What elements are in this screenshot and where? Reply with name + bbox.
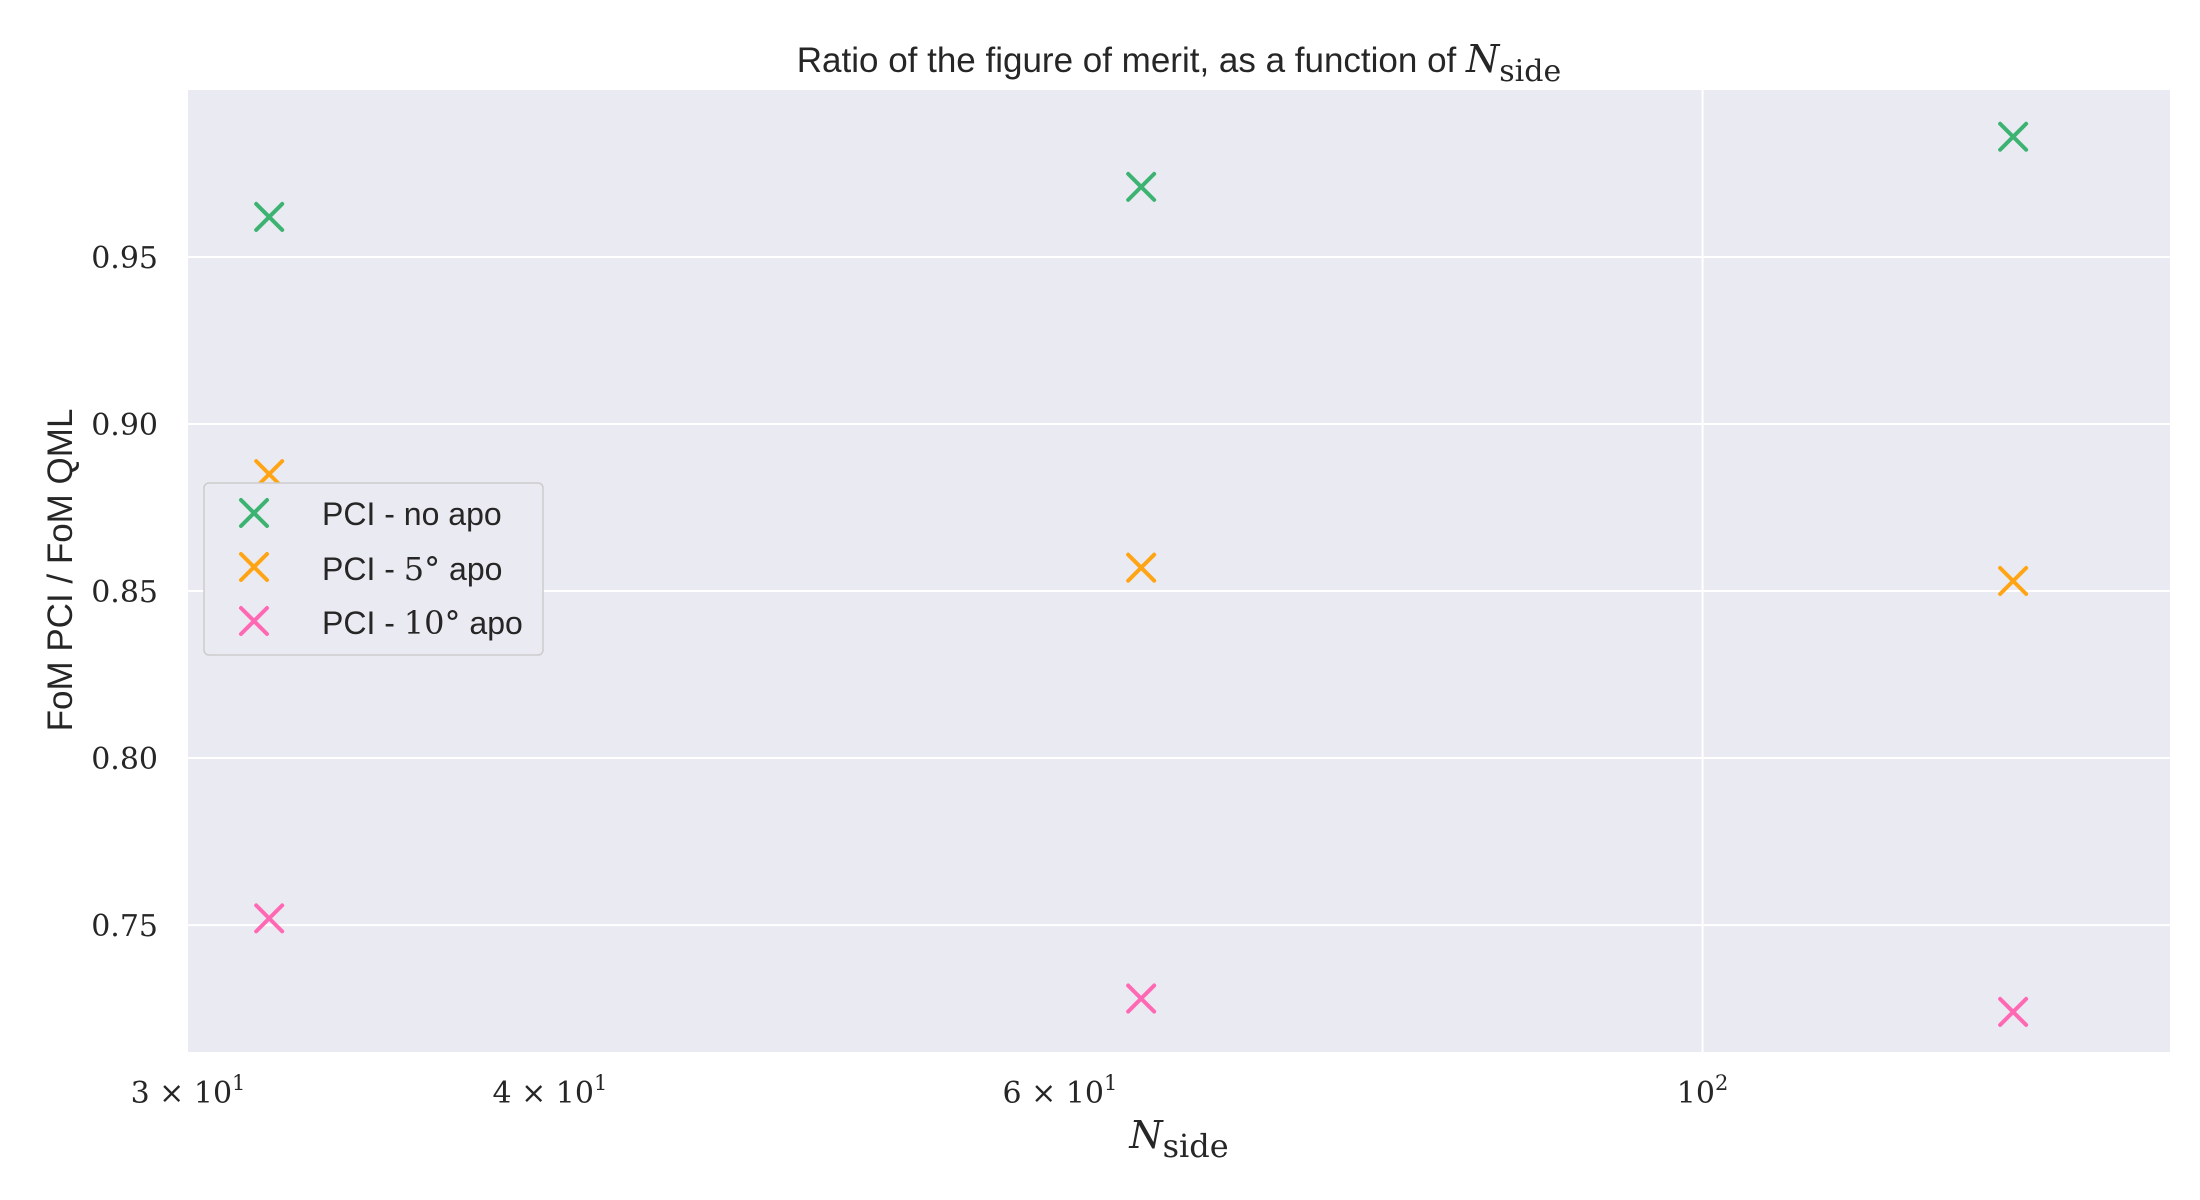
y-tick-label: 0.85 xyxy=(91,575,158,610)
y-tick-label: 0.95 xyxy=(91,241,158,276)
x-tick-label: 102 xyxy=(1677,1071,1729,1111)
x-tick-label: 6 × 101 xyxy=(1003,1071,1118,1111)
data-point-marker xyxy=(1126,552,1157,583)
y-axis-ticks: 0.75 0.80 0.85 0.90 0.95 xyxy=(91,241,158,944)
legend: PCI - no apo PCI - 5° apo PCI - 10° apo xyxy=(203,482,544,656)
data-point-marker xyxy=(1998,121,2029,152)
legend-label-10-apo: PCI - 10° apo xyxy=(322,604,523,642)
legend-marker xyxy=(239,498,269,528)
data-points xyxy=(254,121,2029,1027)
legend-label-no-apo: PCI - no apo xyxy=(322,496,502,532)
data-point-marker xyxy=(1998,566,2029,597)
data-point-marker xyxy=(254,201,285,232)
x-tick-label: 3 × 101 xyxy=(131,1071,246,1111)
legend-box xyxy=(203,482,544,656)
data-point-marker xyxy=(1998,996,2029,1027)
legend-marker xyxy=(239,552,269,582)
chart-title: Ratio of the figure of merit, as a funct… xyxy=(797,37,1561,89)
data-point-marker xyxy=(1126,983,1157,1014)
legend-markers xyxy=(239,498,269,636)
data-point-marker xyxy=(254,903,285,934)
y-axis-label: FoM PCI / FoM QML xyxy=(41,409,80,732)
legend-label-5-apo: PCI - 5° apo xyxy=(322,550,502,588)
y-tick-label: 0.90 xyxy=(91,408,158,443)
x-axis-ticks: 3 × 101 4 × 101 6 × 101 102 xyxy=(131,1071,1729,1111)
data-point-marker xyxy=(1126,171,1157,202)
x-tick-label: 4 × 101 xyxy=(492,1071,607,1111)
y-tick-label: 0.80 xyxy=(91,742,158,777)
x-axis-label: Nside xyxy=(1128,1113,1228,1165)
y-tick-label: 0.75 xyxy=(91,909,158,944)
legend-marker xyxy=(239,606,269,636)
